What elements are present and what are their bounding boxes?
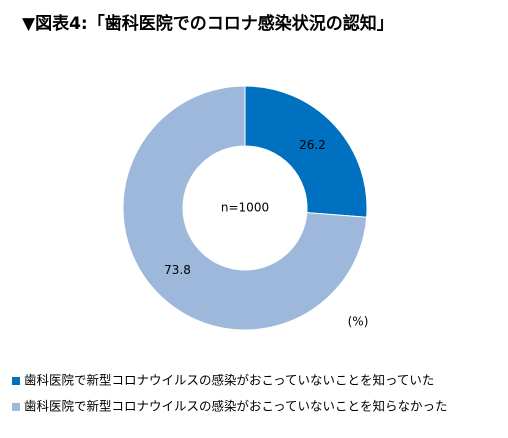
donut-slice	[244, 85, 368, 218]
legend-label: 歯科医院で新型コロナウイルスの感染がおこっていないことを知らなかった	[24, 399, 448, 414]
center-label: n=1000	[221, 201, 269, 215]
legend-swatch	[12, 377, 20, 385]
legend-swatch	[12, 403, 20, 411]
donut-slice	[122, 85, 368, 331]
value-label: 73.8	[164, 263, 191, 277]
unit-label: (%)	[348, 315, 369, 329]
chart-title: ▼図表4:「歯科医院でのコロナ感染状況の認知」	[22, 13, 394, 34]
legend-label: 歯科医院で新型コロナウイルスの感染がおこっていないことを知っていた	[24, 373, 434, 388]
value-label: 26.2	[299, 138, 326, 152]
